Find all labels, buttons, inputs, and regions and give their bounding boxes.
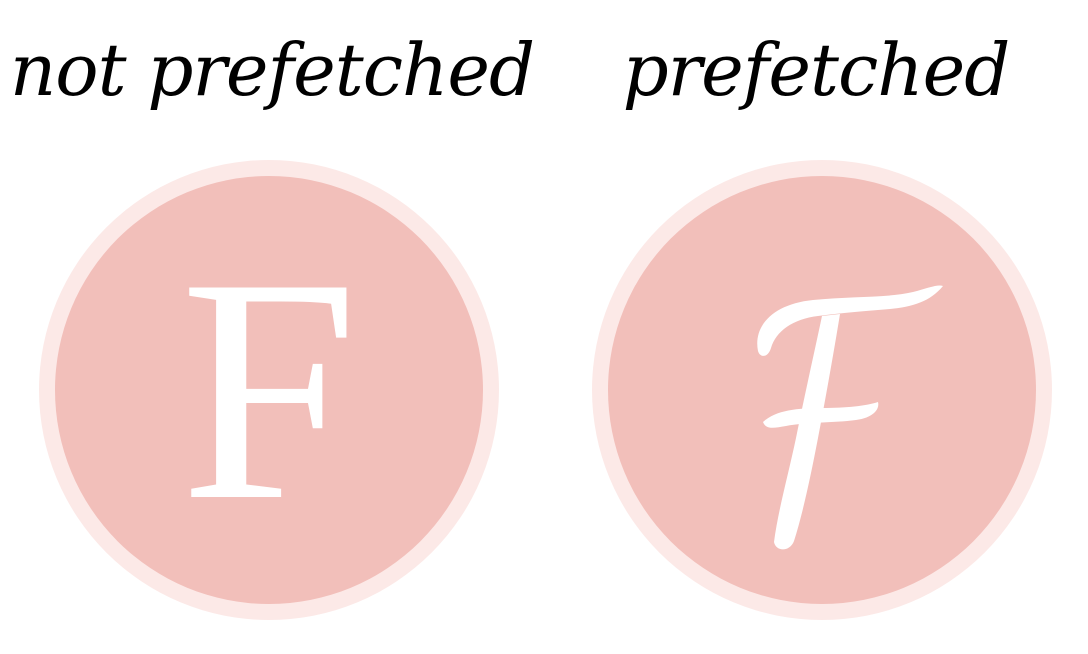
badge-outer-ring: F	[592, 160, 1052, 620]
panel-not-prefetched: not prefetched F	[9, 28, 535, 620]
panel-prefetched: prefetched F	[544, 0, 1088, 654]
badge-outer-ring: F	[39, 160, 499, 620]
script-f-top-stroke	[757, 285, 943, 356]
script-f-stem	[774, 314, 840, 550]
badge-disc: F	[608, 176, 1036, 604]
caption-prefetched: prefetched	[622, 28, 1011, 112]
letter-f-upright-glyph: F	[180, 213, 358, 567]
letter-f-script-glyph: F	[757, 285, 943, 550]
caption-not-prefetched: not prefetched	[9, 28, 535, 112]
badge-disc: F	[55, 176, 483, 604]
script-f-crossbar	[763, 402, 879, 428]
